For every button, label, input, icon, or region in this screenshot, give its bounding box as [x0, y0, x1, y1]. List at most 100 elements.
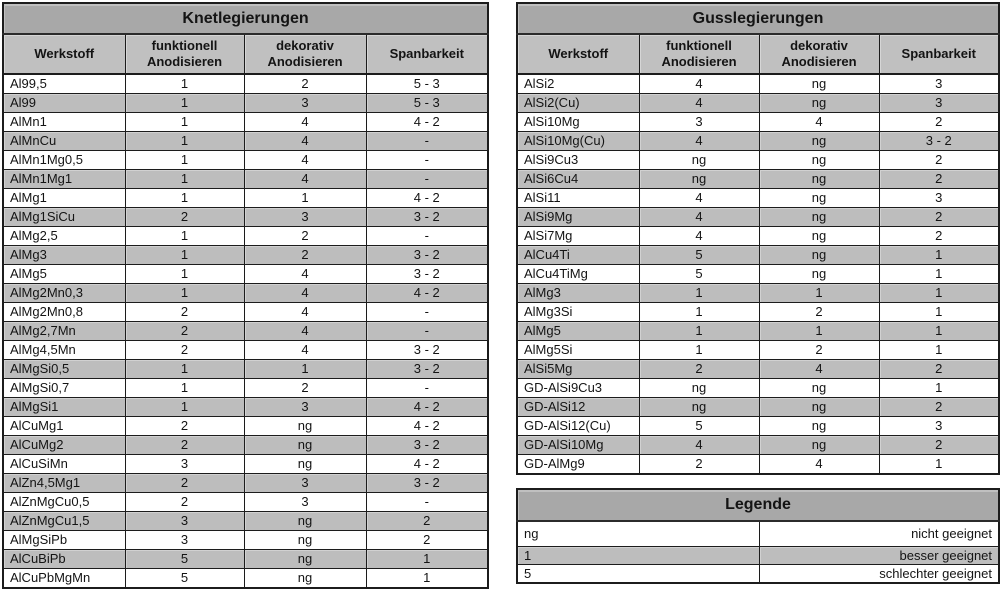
werkstoff-cell: Al99,5: [2, 73, 126, 94]
gusslegierungen-panel: Gusslegierungen Werkstoff funktionell An…: [516, 2, 1000, 584]
werkstoff-cell: AlSi7Mg: [516, 226, 640, 246]
table-row: AlCuPbMgMn 5 ng 1: [2, 568, 489, 589]
werkstoff-cell: AlMgSi1: [2, 397, 126, 417]
gusslegierungen-table: Gusslegierungen Werkstoff funktionell An…: [516, 2, 1000, 475]
dekorativ-anodisieren-cell: ng: [243, 454, 367, 474]
spanbarkeit-cell: 1: [878, 264, 1000, 284]
header-line: Anodisieren: [146, 54, 223, 69]
knetlegierungen-table: Knetlegierungen Werkstoff funktionell An…: [2, 2, 490, 589]
dekorativ-anodisieren-cell: 2: [243, 378, 367, 398]
funktionell-anodisieren-cell: 4: [638, 93, 760, 113]
dekorativ-anodisieren-cell: ng: [758, 245, 880, 265]
dekorativ-anodisieren-cell: ng: [758, 207, 880, 227]
dekorativ-anodisieren-cell: ng: [243, 416, 367, 436]
dekorativ-anodisieren-cell: 4: [243, 264, 367, 284]
dekorativ-anodisieren-cell: ng: [243, 568, 367, 589]
dekorativ-anodisieren-cell: ng: [758, 93, 880, 113]
table-row: AlCuMg1 2 ng 4 - 2: [2, 416, 489, 436]
werkstoff-cell: AlMg2Mn0,8: [2, 302, 126, 322]
header-line: Werkstoff: [34, 46, 95, 61]
funktionell-anodisieren-cell: 2: [124, 492, 245, 512]
table-row: AlMgSi0,5 1 1 3 - 2: [2, 359, 489, 379]
spanbarkeit-cell: 3 - 2: [365, 359, 489, 379]
dekorativ-anodisieren-cell: 3: [243, 93, 367, 113]
legend-description-cell: besser geeignet: [758, 546, 1000, 565]
dekorativ-anodisieren-cell: ng: [758, 131, 880, 151]
funktionell-anodisieren-cell: 3: [124, 511, 245, 531]
table-row: AlCuBiPb 5 ng 1: [2, 549, 489, 569]
dekorativ-anodisieren-cell: 1: [758, 283, 880, 303]
spanbarkeit-cell: 1: [365, 568, 489, 589]
spanbarkeit-cell: 4 - 2: [365, 283, 489, 303]
spanbarkeit-cell: 4 - 2: [365, 416, 489, 436]
table-row: 5 schlechter geeignet: [516, 564, 1000, 584]
werkstoff-cell: AlMg5: [2, 264, 126, 284]
dekorativ-anodisieren-cell: ng: [758, 226, 880, 246]
funktionell-anodisieren-cell: ng: [638, 397, 760, 417]
spanbarkeit-cell: -: [365, 302, 489, 322]
dekorativ-anodisieren-cell: 4: [243, 302, 367, 322]
table-row: AlMg5 1 4 3 - 2: [2, 264, 489, 284]
funktionell-anodisieren-cell: 1: [124, 378, 245, 398]
spanbarkeit-cell: 4 - 2: [365, 112, 489, 132]
werkstoff-cell: AlMn1Mg0,5: [2, 150, 126, 170]
spanbarkeit-cell: 3: [878, 93, 1000, 113]
spanbarkeit-cell: 3 - 2: [365, 340, 489, 360]
funktionell-anodisieren-cell: 1: [124, 131, 245, 151]
werkstoff-cell: GD-AlMg9: [516, 454, 640, 475]
table-row: 1 besser geeignet: [516, 546, 1000, 565]
dekorativ-anodisieren-cell: ng: [758, 416, 880, 436]
dekorativ-anodisieren-cell: ng: [758, 378, 880, 398]
funktionell-anodisieren-cell: 4: [638, 73, 760, 94]
funktionell-anodisieren-cell: 4: [638, 226, 760, 246]
table-row: AlSi9Mg 4 ng 2: [516, 207, 1000, 227]
dekorativ-anodisieren-cell: 3: [243, 207, 367, 227]
dekorativ-anodisieren-cell: ng: [758, 435, 880, 455]
table-row: Al99 1 3 5 - 3: [2, 93, 489, 113]
spanbarkeit-cell: 3 - 2: [365, 264, 489, 284]
spanbarkeit-cell: -: [365, 378, 489, 398]
dekorativ-anodisieren-cell: 4: [243, 283, 367, 303]
column-header-werkstoff: Werkstoff: [516, 33, 640, 75]
table-row: AlZn4,5Mg1 2 3 3 - 2: [2, 473, 489, 493]
spanbarkeit-cell: 4 - 2: [365, 454, 489, 474]
table-row: AlMnCu 1 4-: [2, 131, 489, 151]
dekorativ-anodisieren-cell: 2: [243, 245, 367, 265]
funktionell-anodisieren-cell: 1: [124, 359, 245, 379]
column-header-spanbarkeit: Spanbarkeit: [365, 33, 489, 75]
spanbarkeit-cell: 2: [365, 511, 489, 531]
werkstoff-cell: AlSi10Mg(Cu): [516, 131, 640, 151]
dekorativ-anodisieren-cell: 2: [243, 226, 367, 246]
table-row: AlMn1Mg1 1 4-: [2, 169, 489, 189]
dekorativ-anodisieren-cell: ng: [758, 397, 880, 417]
dekorativ-anodisieren-cell: 2: [758, 302, 880, 322]
funktionell-anodisieren-cell: 1: [124, 112, 245, 132]
werkstoff-cell: AlSi10Mg: [516, 112, 640, 132]
dekorativ-anodisieren-cell: 2: [243, 73, 367, 94]
spanbarkeit-cell: 1: [878, 302, 1000, 322]
dekorativ-anodisieren-cell: 2: [758, 340, 880, 360]
spanbarkeit-cell: 2: [878, 359, 1000, 379]
spanbarkeit-cell: 1: [878, 245, 1000, 265]
dekorativ-anodisieren-cell: 4: [243, 169, 367, 189]
table-row: AlMgSi1 1 3 4 - 2: [2, 397, 489, 417]
funktionell-anodisieren-cell: 4: [638, 188, 760, 208]
spanbarkeit-cell: 2: [878, 226, 1000, 246]
funktionell-anodisieren-cell: 1: [638, 321, 760, 341]
spanbarkeit-cell: 3 - 2: [365, 473, 489, 493]
funktionell-anodisieren-cell: 2: [124, 207, 245, 227]
table-row: ng nicht geeignet: [516, 520, 1000, 547]
spanbarkeit-cell: 2: [878, 435, 1000, 455]
dekorativ-anodisieren-cell: ng: [243, 549, 367, 569]
table-row: AlMn1 1 4 4 - 2: [2, 112, 489, 132]
table-row: AlZnMgCu0,5 2 3-: [2, 492, 489, 512]
column-header-spanbarkeit: Spanbarkeit: [878, 33, 1000, 75]
dekorativ-anodisieren-cell: 4: [243, 321, 367, 341]
werkstoff-cell: AlMn1Mg1: [2, 169, 126, 189]
table-row: AlZnMgCu1,5 3 ng 2: [2, 511, 489, 531]
table-row: Al99,5 1 2 5 - 3: [2, 73, 489, 94]
spanbarkeit-cell: 2: [878, 112, 1000, 132]
legend-title: Legende: [516, 488, 1000, 522]
werkstoff-cell: AlCu4TiMg: [516, 264, 640, 284]
